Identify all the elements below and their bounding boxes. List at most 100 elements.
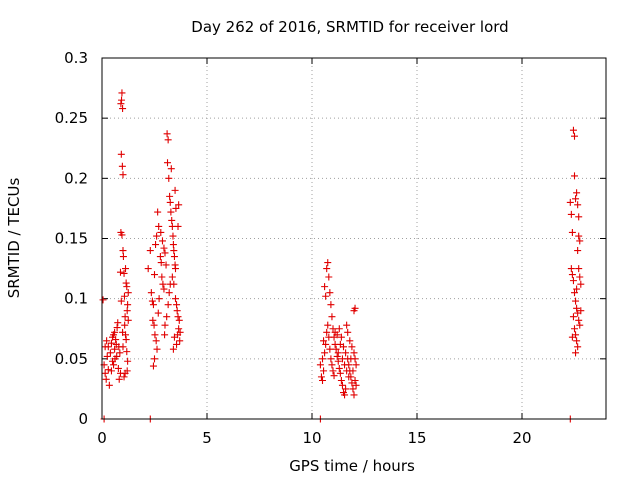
- data-point: [148, 297, 156, 305]
- data-point: [123, 283, 131, 291]
- data-point: [149, 362, 157, 370]
- data-point: [104, 366, 112, 374]
- data-point: [173, 307, 181, 315]
- data-point: [99, 296, 107, 304]
- data-point: [317, 373, 325, 381]
- data-point: [150, 321, 158, 329]
- data-point: [575, 232, 583, 240]
- data-point: [155, 222, 163, 230]
- data-point: [323, 328, 331, 336]
- data-point: [119, 343, 127, 351]
- data-point: [173, 301, 181, 309]
- x-tick-label: 10: [302, 429, 321, 447]
- data-point: [157, 259, 165, 267]
- data-point: [164, 301, 172, 309]
- data-point: [103, 337, 111, 345]
- data-point: [327, 355, 335, 363]
- y-tick-label: 0.15: [55, 230, 88, 248]
- data-point: [319, 355, 326, 363]
- data-point: [351, 304, 359, 312]
- data-point: [575, 213, 583, 221]
- data-point: [577, 280, 585, 288]
- data-point: [111, 328, 119, 336]
- data-point: [321, 283, 329, 291]
- data-point: [109, 333, 116, 341]
- data-point: [121, 321, 129, 329]
- data-point: [328, 313, 336, 321]
- data-point: [336, 340, 344, 348]
- x-tick-label: 20: [512, 429, 531, 447]
- data-point: [118, 96, 126, 104]
- data-point: [336, 369, 344, 377]
- data-point: [159, 280, 167, 288]
- data-point: [114, 319, 122, 327]
- data-point: [161, 331, 169, 339]
- data-point: [144, 265, 152, 273]
- data-point: [349, 367, 357, 375]
- y-tick-label: 0.1: [64, 290, 88, 308]
- data-point: [175, 325, 183, 333]
- data-point: [152, 241, 160, 249]
- data-point: [572, 349, 580, 357]
- data-point: [338, 355, 346, 363]
- data-point: [576, 237, 584, 245]
- data-point: [165, 174, 173, 182]
- data-point: [330, 372, 338, 380]
- data-point: [116, 268, 124, 276]
- data-point: [568, 271, 576, 279]
- data-point: [322, 340, 330, 348]
- data-point: [151, 331, 159, 339]
- data-point: [173, 340, 181, 348]
- data-point: [176, 328, 184, 336]
- data-point: [169, 241, 177, 249]
- data-point: [120, 269, 128, 277]
- data-point: [165, 289, 173, 297]
- data-point: [117, 150, 125, 158]
- x-tick-label: 15: [407, 429, 426, 447]
- data-point: [344, 328, 352, 336]
- data-point: [103, 352, 111, 360]
- data-point: [122, 336, 130, 344]
- data-point: [167, 208, 175, 216]
- y-tick-label: 0.05: [55, 350, 88, 368]
- data-point: [175, 201, 183, 209]
- data-point: [163, 313, 171, 321]
- data-point: [101, 369, 109, 377]
- data-point: [337, 376, 345, 384]
- data-point: [158, 237, 166, 245]
- data-point: [575, 265, 583, 273]
- data-point: [171, 186, 179, 194]
- data-point: [571, 132, 578, 140]
- data-point: [164, 136, 172, 144]
- tick-labels: 0 0.05 0.1 0.15 0.2 0.25 0.3 0 5 10 15 20: [55, 49, 532, 447]
- data-point: [154, 309, 162, 317]
- data-point: [119, 328, 127, 336]
- data-point: [568, 228, 576, 236]
- data-point: [352, 361, 360, 369]
- data-point: [351, 376, 359, 384]
- data-point: [573, 285, 581, 293]
- y-tick-label: 0.2: [64, 169, 88, 187]
- data-point: [569, 313, 577, 321]
- data-point: [161, 321, 169, 329]
- data-point: [120, 373, 128, 381]
- grid-lines: [102, 58, 606, 419]
- data-point: [323, 265, 331, 273]
- data-point: [573, 304, 581, 312]
- data-point: [123, 307, 131, 315]
- x-tick-label: 0: [97, 429, 107, 447]
- data-point: [107, 367, 115, 375]
- data-point: [569, 126, 577, 134]
- data-point: [155, 295, 163, 303]
- data-point: [156, 253, 164, 261]
- data-point: [157, 228, 165, 236]
- data-point: [572, 297, 580, 305]
- y-tick-label: 0: [78, 410, 88, 428]
- data-point: [341, 391, 349, 399]
- data-point: [152, 337, 160, 345]
- data-point: [164, 159, 172, 167]
- data-point: [325, 273, 333, 281]
- data-point: [566, 198, 574, 206]
- data-point: [573, 189, 581, 197]
- data-point: [349, 385, 357, 393]
